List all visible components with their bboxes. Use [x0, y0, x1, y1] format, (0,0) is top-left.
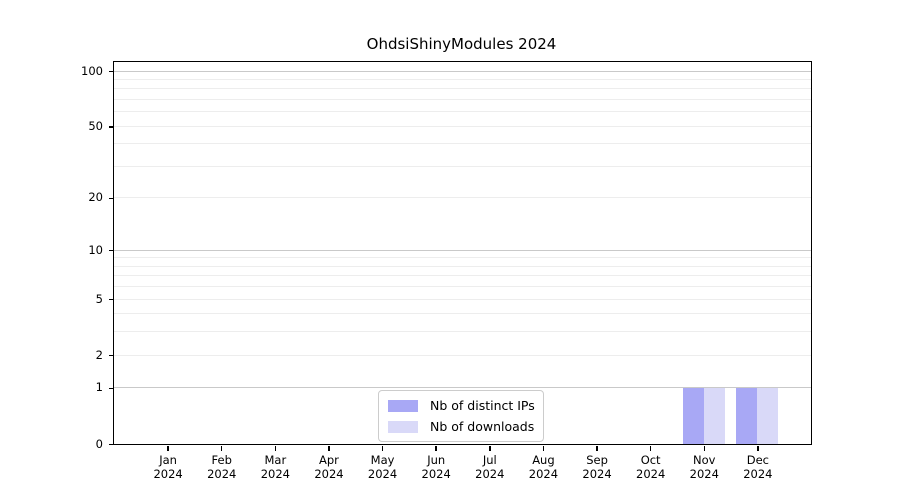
gridline-minor [114, 78, 811, 80]
x-tick-label: Sep 2024 [567, 453, 627, 481]
x-tick-label-year: 2024 [528, 467, 559, 481]
x-tick-label: Jun 2024 [406, 453, 466, 481]
x-tick-label: Jan 2024 [138, 453, 198, 481]
y-tick-mark [109, 298, 114, 301]
plot-area [113, 61, 812, 445]
gridline-minor [114, 257, 811, 259]
gridline-minor [114, 99, 811, 101]
x-tick-label-year: 2024 [314, 467, 344, 481]
x-tick-label-year: 2024 [475, 467, 505, 481]
x-tick-mark [328, 446, 330, 451]
gridline-major [114, 70, 811, 72]
gridline-minor [114, 125, 811, 127]
y-tick-mark [109, 70, 114, 73]
x-tick-mark [757, 446, 759, 451]
gridline-minor [114, 286, 811, 288]
x-tick-mark [596, 446, 598, 451]
x-tick-label: Feb 2024 [192, 453, 252, 481]
gridline-minor [114, 88, 811, 90]
x-tick-mark [703, 446, 706, 451]
x-tick-label-year: 2024 [153, 467, 183, 481]
x-tick-label: Nov 2024 [674, 453, 734, 481]
x-tick-label: May 2024 [353, 453, 413, 481]
y-tick-mark [109, 354, 114, 357]
x-tick-label: Aug 2024 [513, 453, 573, 481]
gridline-minor [114, 331, 811, 333]
y-tick-label: 1 [95, 380, 103, 395]
x-tick-label: Apr 2024 [299, 453, 359, 481]
y-tick-label: 100 [81, 63, 103, 78]
legend-entry: Nb of downloads [388, 416, 534, 437]
x-tick-label-year: 2024 [689, 467, 719, 481]
x-tick-label-year: 2024 [207, 467, 237, 481]
gridline-minor [114, 111, 811, 113]
x-tick-label-year: 2024 [421, 467, 451, 481]
x-tick-label: Jul 2024 [460, 453, 520, 481]
y-tick-mark [109, 197, 114, 200]
x-tick-label-year: 2024 [260, 467, 290, 481]
x-tick-label: Dec 2024 [728, 453, 788, 481]
x-tick-mark [274, 446, 277, 451]
chart-title: OhdsiShinyModules 2024 [366, 35, 557, 53]
y-tick-label: 2 [95, 347, 103, 362]
legend-swatch-icon [388, 399, 418, 412]
legend-label: Nb of downloads [430, 419, 535, 434]
gridline-minor [114, 354, 811, 356]
y-tick-label: 10 [88, 242, 103, 257]
gridline-minor [114, 265, 811, 267]
x-tick-mark [489, 446, 491, 451]
gridline-major [114, 387, 811, 389]
gridline-minor [114, 275, 811, 277]
y-tick-mark [109, 443, 114, 446]
x-tick-label-year: 2024 [367, 467, 398, 481]
y-tick-label: 20 [88, 190, 103, 205]
y-tick-mark [109, 387, 114, 390]
legend-label: Nb of distinct IPs [430, 398, 535, 413]
bar-distinct-ips [736, 387, 758, 444]
gridline-major [114, 249, 811, 251]
bar-distinct-ips [682, 387, 704, 444]
gridline-minor [114, 166, 811, 167]
y-tick-label: 5 [95, 291, 103, 306]
x-tick-mark [435, 446, 437, 451]
x-tick-label-year: 2024 [582, 467, 612, 481]
legend: Nb of distinct IPs Nb of downloads [378, 390, 544, 442]
gridline-minor [114, 313, 811, 315]
legend-swatch-icon [388, 420, 418, 433]
y-tick-label: 50 [88, 118, 103, 133]
x-tick-label: Oct 2024 [621, 453, 681, 481]
gridline-minor [114, 197, 811, 199]
gridline-minor [114, 143, 811, 145]
x-tick-mark [542, 446, 545, 451]
x-tick-mark [381, 446, 384, 451]
bar-downloads [757, 387, 779, 444]
y-tick-mark [109, 126, 114, 128]
x-tick-mark [167, 446, 169, 451]
x-tick-mark [649, 446, 652, 451]
gridline-minor [114, 298, 811, 300]
x-tick-label: Mar 2024 [245, 453, 305, 481]
x-tick-label-year: 2024 [636, 467, 666, 481]
bar-downloads [703, 387, 725, 444]
x-tick-label-year: 2024 [743, 467, 773, 481]
y-tick-label: 0 [95, 436, 103, 451]
x-tick-mark [220, 446, 223, 451]
legend-entry: Nb of distinct IPs [388, 395, 535, 416]
y-tick-mark [109, 249, 114, 252]
